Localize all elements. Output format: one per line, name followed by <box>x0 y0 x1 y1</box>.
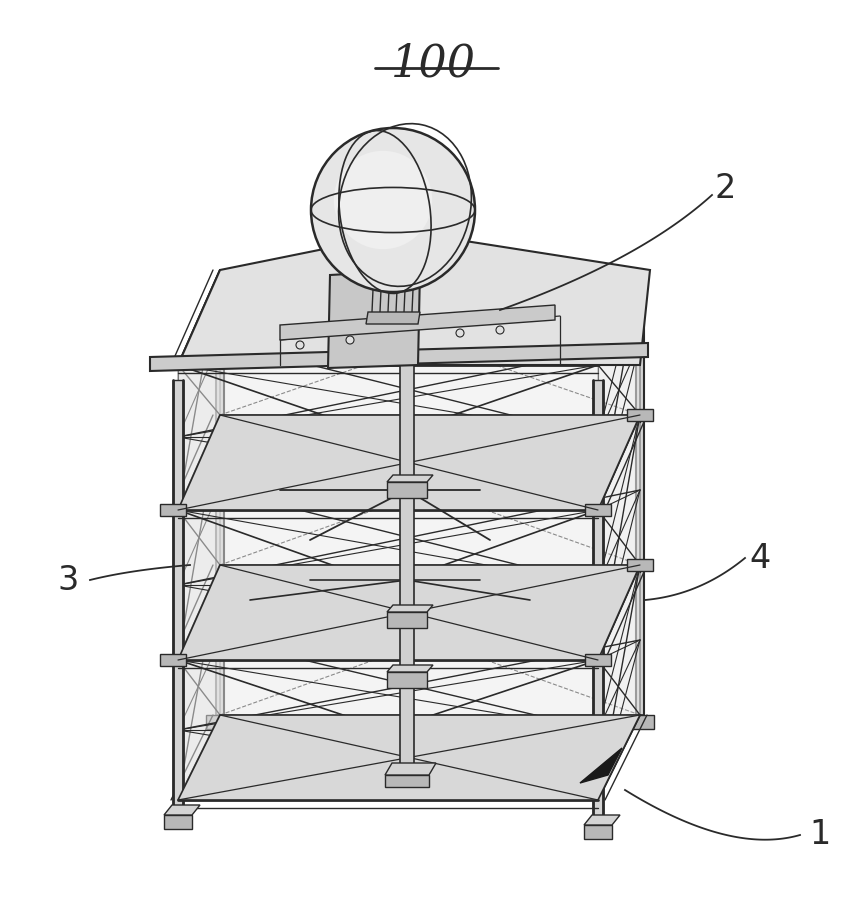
Polygon shape <box>585 504 611 516</box>
Polygon shape <box>178 510 598 660</box>
Polygon shape <box>178 415 220 660</box>
Polygon shape <box>328 270 420 368</box>
Text: 4: 4 <box>749 542 771 574</box>
Polygon shape <box>626 715 654 729</box>
Polygon shape <box>178 565 640 660</box>
Polygon shape <box>585 654 611 666</box>
Polygon shape <box>584 815 620 825</box>
Polygon shape <box>580 748 622 783</box>
Polygon shape <box>178 232 650 365</box>
Text: 1: 1 <box>810 819 831 852</box>
Polygon shape <box>173 380 183 815</box>
Polygon shape <box>150 343 648 371</box>
Polygon shape <box>387 475 433 482</box>
Polygon shape <box>400 340 414 775</box>
Polygon shape <box>366 312 420 324</box>
Circle shape <box>496 326 504 334</box>
Text: 3: 3 <box>57 564 79 596</box>
Polygon shape <box>598 270 640 510</box>
Polygon shape <box>164 815 192 829</box>
Polygon shape <box>387 672 427 688</box>
Polygon shape <box>178 270 220 510</box>
Circle shape <box>456 329 464 337</box>
Polygon shape <box>627 409 653 421</box>
Polygon shape <box>636 282 644 715</box>
Polygon shape <box>627 559 653 571</box>
Polygon shape <box>160 654 186 666</box>
Text: 2: 2 <box>714 171 736 204</box>
Polygon shape <box>206 715 234 729</box>
Polygon shape <box>216 282 224 715</box>
Polygon shape <box>385 763 436 775</box>
Circle shape <box>296 341 304 349</box>
Text: 100: 100 <box>390 42 476 85</box>
Polygon shape <box>178 270 640 365</box>
Polygon shape <box>280 305 555 340</box>
Polygon shape <box>593 380 603 825</box>
Circle shape <box>334 150 433 249</box>
Polygon shape <box>387 605 433 612</box>
Polygon shape <box>178 365 598 510</box>
Polygon shape <box>178 715 640 800</box>
Polygon shape <box>387 612 427 628</box>
Polygon shape <box>160 504 186 516</box>
Circle shape <box>311 128 475 292</box>
Polygon shape <box>598 415 640 660</box>
Polygon shape <box>387 665 433 672</box>
Polygon shape <box>178 660 598 800</box>
Polygon shape <box>584 825 612 839</box>
Circle shape <box>346 336 354 344</box>
Polygon shape <box>598 565 640 800</box>
Polygon shape <box>178 415 640 510</box>
Polygon shape <box>178 565 220 800</box>
Polygon shape <box>387 482 427 498</box>
Polygon shape <box>385 775 429 787</box>
Polygon shape <box>164 805 200 815</box>
